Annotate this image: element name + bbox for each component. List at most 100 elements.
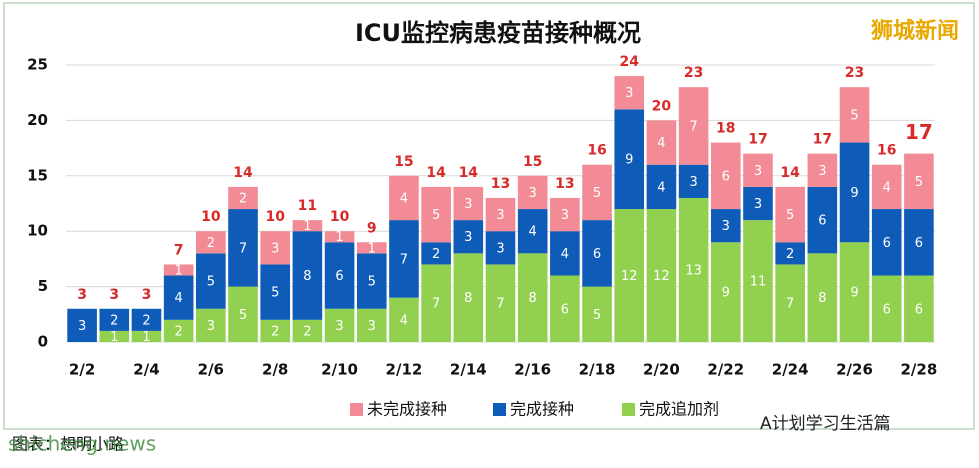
segment-label: 5 (271, 286, 279, 301)
segment-label: 6 (883, 236, 891, 251)
segment-label: 9 (722, 286, 730, 301)
bar-segment (839, 142, 870, 243)
total-label: 3 (109, 287, 119, 303)
bar-segment (292, 231, 323, 320)
bar-segment (99, 308, 130, 331)
segment-label: 4 (657, 136, 665, 151)
segment-label: 13 (685, 263, 702, 278)
bar-segment (807, 186, 838, 254)
segment-label: 11 (750, 275, 767, 290)
account: A计划学习生活篇 (760, 414, 891, 434)
segment-label: 8 (818, 291, 826, 306)
segment-label: 2 (142, 313, 150, 328)
y-tick-label: 5 (38, 277, 48, 295)
bar-segment (228, 186, 258, 210)
bar-segment (678, 164, 709, 198)
x-tick-label: 2/24 (772, 361, 809, 379)
segment-label: 2 (271, 324, 279, 339)
segment-label: 3 (754, 197, 762, 212)
segment-label: 1 (175, 263, 183, 278)
segment-label: 2 (207, 236, 215, 251)
bar-segment (260, 231, 291, 265)
total-label: 16 (877, 143, 896, 159)
total-label: 23 (845, 65, 864, 81)
bar-segment (356, 253, 387, 309)
x-tick-label: 2/22 (707, 361, 744, 379)
segment-label: 12 (621, 269, 638, 284)
x-tick-label: 2/26 (836, 361, 873, 379)
segment-label: 8 (464, 291, 472, 306)
bar-segment (807, 253, 838, 342)
segment-label: 12 (653, 269, 670, 284)
bar-segment (678, 197, 709, 342)
total-label: 23 (684, 65, 703, 81)
x-tick-label: 2/18 (579, 361, 616, 379)
segment-label: 5 (207, 275, 215, 290)
bar-segment (163, 275, 194, 320)
bar-segment (260, 264, 291, 320)
bar-segment (582, 164, 612, 221)
bar-segment (421, 186, 451, 243)
segment-label: 9 (850, 286, 858, 301)
bar-segment (614, 109, 645, 210)
bar-segment (485, 264, 516, 342)
segment-label: 5 (850, 108, 858, 123)
bar-segment (163, 319, 194, 342)
segment-label: 6 (593, 247, 601, 262)
x-tick-label: 2/12 (386, 361, 423, 379)
segment-label: 3 (464, 230, 472, 245)
segment-label: 4 (529, 225, 537, 240)
segment-label: 8 (303, 269, 311, 284)
bar-segment (99, 330, 130, 342)
segment-label: 2 (110, 313, 118, 328)
bar-segment (614, 76, 645, 110)
segment-label: 5 (593, 308, 601, 323)
segment-label: 1 (110, 330, 118, 345)
bar-segment (743, 220, 773, 342)
segment-label: 6 (915, 302, 923, 317)
bar-segment (421, 242, 451, 265)
bar-segment (324, 231, 355, 243)
x-tick-label: 2/6 (198, 361, 224, 379)
bar-segment (324, 308, 355, 342)
bar-segment (582, 220, 612, 287)
total-label: 13 (491, 176, 510, 192)
total-label: 10 (201, 209, 221, 225)
segment-label: 3 (464, 197, 472, 212)
bar-segment (646, 209, 677, 342)
total-label: 17 (813, 132, 832, 148)
bar-segment (131, 308, 162, 331)
x-tick-label: 2/8 (262, 361, 288, 379)
segment-label: 4 (561, 247, 569, 262)
bar-segment (517, 253, 548, 342)
segment-label: 4 (400, 191, 408, 206)
segment-label: 4 (400, 313, 408, 328)
segment-label: 7 (496, 297, 504, 312)
y-tick-label: 15 (27, 166, 48, 184)
y-tick-label: 25 (27, 56, 48, 74)
segment-label: 6 (915, 236, 923, 251)
segment-label: 2 (175, 324, 183, 339)
x-tick-label: 2/4 (133, 361, 159, 379)
bar-segment (356, 308, 387, 342)
bar-segment (389, 297, 419, 342)
bar-segment (292, 319, 323, 342)
y-tick-label: 20 (27, 111, 48, 129)
segment-label: 3 (496, 241, 504, 256)
segment-label: 7 (786, 297, 794, 312)
segment-label: 2 (432, 247, 440, 262)
x-tick-label: 2/28 (901, 361, 938, 379)
y-tick-label: 10 (27, 222, 48, 240)
segment-label: 1 (335, 230, 343, 245)
legend-label: 未完成接种 (367, 400, 447, 419)
segment-label: 3 (689, 175, 697, 190)
bar-segment (453, 253, 484, 342)
bar-segment (196, 308, 226, 342)
x-tick-label: 2/14 (450, 361, 487, 379)
bar-segment (389, 175, 419, 221)
total-label: 15 (523, 154, 542, 170)
bar-segment (743, 186, 773, 221)
bar-segment (292, 220, 323, 232)
total-label: 3 (77, 287, 87, 303)
total-label: 17 (748, 132, 767, 148)
